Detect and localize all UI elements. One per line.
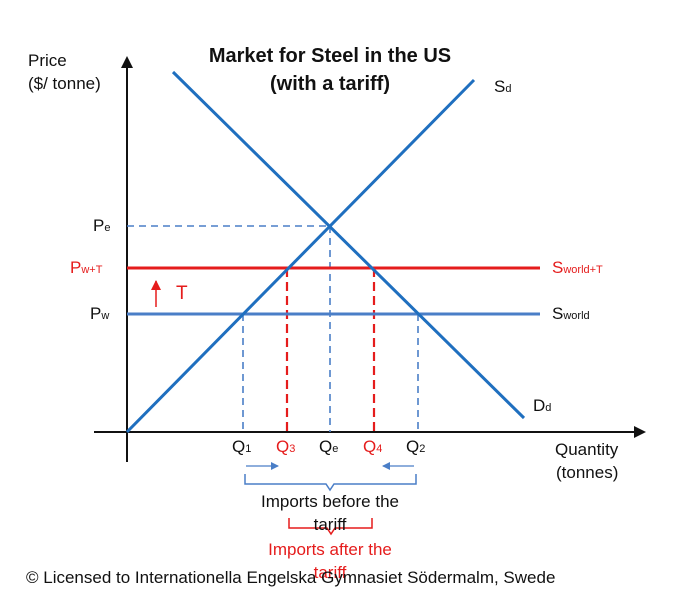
imports-before-line2: tariff: [314, 515, 347, 534]
diagram-title-line2: (with a tariff): [270, 73, 390, 95]
guide-lines: [127, 225, 419, 432]
world-supply-label: Sworld: [552, 304, 590, 323]
price-world-label: Pw: [90, 304, 109, 323]
diagram-title-line1: Market for Steel in the US: [209, 45, 451, 67]
tariff-label: T: [176, 283, 188, 304]
copyright-notice: © Licensed to Internationella Engelska G…: [26, 568, 555, 587]
imports-before-line1: Imports before the: [261, 492, 399, 511]
qe-label: Qe: [319, 437, 338, 456]
q4-label: Q4: [363, 437, 382, 456]
q1-label: Q1: [232, 437, 251, 456]
q2-label: Q2: [406, 437, 425, 456]
y-axis-label-line1: Price: [28, 51, 67, 70]
domestic-demand-curve: [171, 70, 526, 420]
price-world-tariff-label: Pw+T: [70, 258, 103, 277]
x-axis-label-line2: (tonnes): [556, 463, 618, 482]
imports-after-line1: Imports after the: [268, 540, 392, 559]
supply-curve-label: Sd: [494, 77, 511, 96]
domestic-supply-curve: [125, 78, 476, 434]
price-equilibrium-label: Pe: [93, 216, 110, 235]
imports-before-bracket: [244, 474, 417, 492]
imports-after-bracket: [288, 518, 373, 536]
demand-curve-label: Dd: [533, 396, 551, 415]
world-supply-tariff-label: Sworld+T: [552, 258, 603, 277]
q3-label: Q3: [276, 437, 295, 456]
y-axis-label-line2: ($/ tonne): [28, 74, 101, 93]
x-axis-label-line1: Quantity: [555, 440, 619, 459]
imports-after-line2: tariff: [314, 563, 347, 582]
